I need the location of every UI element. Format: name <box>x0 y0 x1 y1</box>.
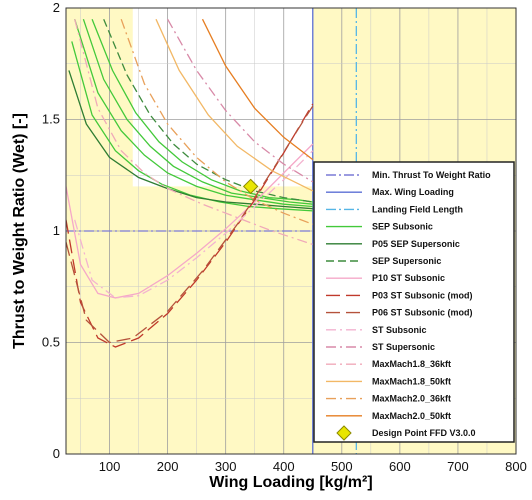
curve-sep-subsonic-0 <box>74 19 313 208</box>
y-tick-labels: 0 0.5 1 1.5 2 <box>42 0 60 461</box>
design-point-marker <box>242 178 259 195</box>
curve-sep-supersonic-0 <box>103 18 313 203</box>
x-tick-label: 300 <box>215 459 237 474</box>
x-tick-label: 100 <box>99 459 121 474</box>
curve-st-supersonic-0 <box>167 18 314 183</box>
legend-entry: ST Supersonic <box>326 342 435 352</box>
curve-sep-subsonic-1 <box>82 18 313 205</box>
legend-label: P05 SEP Supersonic <box>372 239 460 249</box>
legend-label: MaxMach2.0_50kft <box>372 411 451 421</box>
y-tick-label: 1 <box>53 223 60 238</box>
legend-label: MaxMach1.8_50kft <box>372 376 451 386</box>
x-tick-label: 600 <box>389 459 411 474</box>
curve-maxmach1-8-50kft-0 <box>155 18 314 192</box>
x-tick-label: 500 <box>331 459 353 474</box>
legend-entry: P06 ST Subsonic (mod) <box>326 308 473 318</box>
curve-maxmach2-0-50kft-0 <box>201 18 314 161</box>
legend-label: ST Subsonic <box>372 325 427 335</box>
legend-entry: MaxMach2.0_36kft <box>326 394 451 404</box>
legend: Min. Thrust To Weight Ratio Max. Wing Loa… <box>313 161 515 443</box>
x-tick-label: 200 <box>157 459 179 474</box>
legend-label: P03 ST Subsonic (mod) <box>372 290 473 300</box>
legend-label: P06 ST Subsonic (mod) <box>372 308 473 318</box>
legend-label: Landing Field Length <box>372 204 463 214</box>
legend-entry: SEP Subsonic <box>326 222 433 232</box>
x-tick-label: 400 <box>273 459 295 474</box>
legend-label: Max. Wing Loading <box>372 187 454 197</box>
x-tick-labels: 100 200 300 400 500 600 700 800 <box>99 459 527 474</box>
x-axis-label: Wing Loading [kg/m²] <box>209 474 372 491</box>
legend-entry: P10 ST Subsonic <box>326 273 445 283</box>
legend-entry: Max. Wing Loading <box>326 187 454 197</box>
legend-entry: Design Point FFD V3.0.0 <box>336 425 476 441</box>
curve-p06-st-subsonic-mod--0 <box>66 105 314 344</box>
legend-label: Min. Thrust To Weight Ratio <box>372 170 491 180</box>
x-tick-label: 700 <box>447 459 469 474</box>
legend-label: SEP Supersonic <box>372 256 441 266</box>
legend-entry: MaxMach1.8_36kft <box>326 359 451 369</box>
plot-frame <box>65 7 517 455</box>
curve-layer <box>66 18 314 348</box>
legend-box <box>313 161 515 443</box>
curve-st-subsonic-0 <box>74 150 314 299</box>
legend-label: Design Point FFD V3.0.0 <box>372 428 476 438</box>
curve-sep-subsonic-3 <box>71 41 313 212</box>
curve-maxmach1-8-36kft-0 <box>74 19 314 246</box>
legend-entry: P05 SEP Supersonic <box>326 239 460 249</box>
legend-label: MaxMach2.0_36kft <box>372 394 451 404</box>
legend-entry: MaxMach2.0_50kft <box>326 411 451 421</box>
y-tick-label: 2 <box>53 0 60 15</box>
y-axis-label: Thrust to Weight Ratio (Wet) [-] <box>11 113 28 349</box>
legend-label: MaxMach1.8_36kft <box>372 359 451 369</box>
curve-sep-subsonic-2 <box>91 18 313 203</box>
y-tick-label: 0 <box>53 446 60 461</box>
x-tick-label: 800 <box>505 459 527 474</box>
legend-label: ST Supersonic <box>372 342 435 352</box>
infeasible-region <box>132 8 313 187</box>
legend-entry: Landing Field Length <box>326 204 463 214</box>
legend-entry: ST Subsonic <box>326 325 427 335</box>
legend-entry: Min. Thrust To Weight Ratio <box>326 170 491 180</box>
curve-p10-st-subsonic-0 <box>66 143 314 299</box>
legend-entry: SEP Supersonic <box>326 256 441 266</box>
curve-p05-sep-supersonic-0 <box>68 70 313 210</box>
y-tick-label: 0.5 <box>42 335 60 350</box>
y-tick-label: 1.5 <box>42 112 60 127</box>
legend-entry: P03 ST Subsonic (mod) <box>326 290 473 300</box>
legend-entry: MaxMach1.8_50kft <box>326 376 451 386</box>
legend-label: P10 ST Subsonic <box>372 273 445 283</box>
legend-label: SEP Subsonic <box>372 222 433 232</box>
design-point-layer <box>242 178 259 195</box>
legend-diamond-icon <box>336 425 352 441</box>
